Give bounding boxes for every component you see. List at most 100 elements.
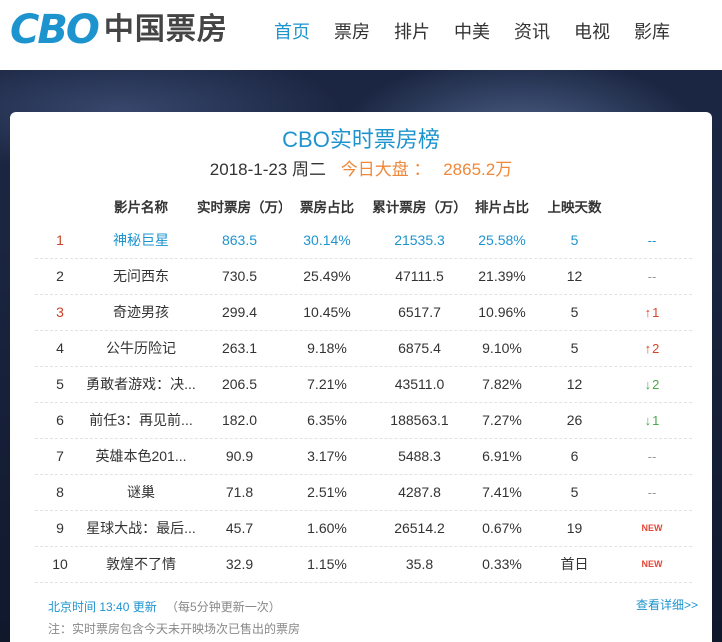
row-ratio: 2.51% bbox=[307, 484, 347, 500]
row-days: 12 bbox=[566, 268, 583, 284]
nav-box-office[interactable]: 票房 bbox=[334, 22, 370, 42]
row-name[interactable]: 星球大战：最后... bbox=[86, 520, 196, 536]
table-row[interactable]: 1 神秘巨星 863.5 30.14% 21535.3 25.58% 5 -- bbox=[35, 222, 692, 259]
row-ratio: 10.45% bbox=[303, 304, 351, 320]
row-realtime: 71.8 bbox=[225, 484, 254, 500]
row-screen: 0.67% bbox=[482, 520, 522, 536]
row-ratio: 7.21% bbox=[307, 376, 347, 392]
row-trend: -- bbox=[647, 268, 657, 284]
nav-schedule[interactable]: 排片 bbox=[394, 22, 430, 42]
nav-news[interactable]: 资讯 bbox=[514, 22, 550, 42]
row-name[interactable]: 奇迹男孩 bbox=[113, 304, 169, 320]
row-cumulative: 47111.5 bbox=[395, 268, 444, 284]
row-name[interactable]: 英雄本色201... bbox=[95, 448, 187, 464]
site-header: CBO 中国票房 首页 票房 排片 中美 资讯 电视 影库 bbox=[0, 0, 722, 70]
row-rank: 2 bbox=[56, 268, 64, 284]
trend-value: 2 bbox=[652, 376, 660, 392]
nav-home[interactable]: 首页 bbox=[274, 22, 310, 42]
row-trend: ↓1 bbox=[612, 413, 692, 428]
table-row[interactable]: 6 前任3：再见前... 182.0 6.35% 188563.1 7.27% 26 ↓1 bbox=[35, 402, 692, 439]
row-days: 5 bbox=[570, 232, 579, 248]
arrow-up-icon: ↑ bbox=[644, 304, 652, 320]
total-value: 2865.2万 bbox=[443, 160, 513, 179]
row-name[interactable]: 公牛历险记 bbox=[106, 340, 176, 356]
row-realtime: 90.9 bbox=[225, 448, 254, 464]
row-cumulative: 6517.7 bbox=[398, 304, 441, 320]
nav-tv[interactable]: 电视 bbox=[574, 22, 610, 42]
arrow-up-icon: ↑ bbox=[644, 340, 652, 356]
header-ratio: 票房占比 bbox=[300, 200, 354, 215]
row-screen: 7.41% bbox=[482, 484, 522, 500]
header-name: 影片名称 bbox=[114, 200, 168, 215]
row-trend: ↑1 bbox=[612, 305, 692, 320]
row-screen: 9.10% bbox=[482, 340, 522, 356]
main-nav: 首页 票房 排片 中美 资讯 电视 影库 bbox=[262, 20, 682, 44]
row-screen: 25.58% bbox=[478, 232, 526, 248]
row-rank: 1 bbox=[56, 232, 64, 248]
row-screen: 0.33% bbox=[482, 556, 522, 572]
row-screen: 7.27% bbox=[482, 412, 522, 428]
row-screen: 21.39% bbox=[478, 268, 526, 284]
table-row[interactable]: 2 无问西东 730.5 25.49% 47111.5 21.39% 12 -- bbox=[35, 258, 692, 295]
table-row[interactable]: 8 谜巢 71.8 2.51% 4287.8 7.41% 5 -- bbox=[35, 474, 692, 511]
row-rank: 9 bbox=[56, 520, 64, 536]
table-row[interactable]: 3 奇迹男孩 299.4 10.45% 6517.7 10.96% 5 ↑1 bbox=[35, 294, 692, 331]
table-header: 影片名称 实时票房（万） 票房占比 累计票房（万） 排片占比 上映天数 bbox=[35, 192, 692, 220]
table-row[interactable]: 10 敦煌不了情 32.9 1.15% 35.8 0.33% 首日 NEW bbox=[35, 546, 692, 583]
disclaimer: 注：实时票房包含今天未开映场次已售出的票房 bbox=[48, 622, 301, 636]
arrow-down-icon: ↓ bbox=[644, 412, 652, 428]
row-name[interactable]: 谜巢 bbox=[127, 484, 155, 500]
row-ratio: 1.15% bbox=[307, 556, 347, 572]
row-name[interactable]: 神秘巨星 bbox=[113, 232, 169, 248]
header-realtime: 实时票房（万） bbox=[197, 200, 282, 215]
row-cumulative: 5488.3 bbox=[398, 448, 441, 464]
site-logo[interactable]: CBO 中国票房 bbox=[10, 8, 228, 52]
row-name[interactable]: 前任3：再见前... bbox=[89, 412, 193, 428]
row-realtime: 182.0 bbox=[221, 412, 258, 428]
row-realtime: 45.7 bbox=[225, 520, 254, 536]
update-info: 北京时间 13:40 更新 （每5分钟更新一次） bbox=[48, 598, 281, 615]
nav-china-us[interactable]: 中美 bbox=[454, 22, 490, 42]
row-name[interactable]: 勇敢者游戏：决... bbox=[86, 376, 196, 392]
row-trend: -- bbox=[647, 448, 657, 464]
row-rank: 10 bbox=[52, 556, 68, 572]
trend-value: 1 bbox=[652, 412, 660, 428]
arrow-down-icon: ↓ bbox=[644, 376, 652, 392]
more-link[interactable]: 查看详细>> bbox=[635, 598, 698, 612]
row-trend: -- bbox=[647, 232, 657, 248]
row-ratio: 3.17% bbox=[307, 448, 347, 464]
row-ratio: 6.35% bbox=[307, 412, 347, 428]
table-row[interactable]: 4 公牛历险记 263.1 9.18% 6875.4 9.10% 5 ↑2 bbox=[35, 330, 692, 367]
row-realtime: 730.5 bbox=[221, 268, 258, 284]
logo-text: 中国票房 bbox=[103, 12, 228, 47]
row-trend: ↑2 bbox=[612, 341, 692, 356]
row-realtime: 263.1 bbox=[221, 340, 258, 356]
update-note: （每5分钟更新一次） bbox=[166, 600, 281, 614]
row-cumulative: 4287.8 bbox=[398, 484, 441, 500]
row-cumulative: 43511.0 bbox=[394, 376, 445, 392]
update-time: 北京时间 13:40 更新 bbox=[48, 600, 157, 614]
row-name[interactable]: 敦煌不了情 bbox=[106, 556, 176, 572]
row-rank: 6 bbox=[56, 412, 64, 428]
header-screen: 排片占比 bbox=[475, 200, 529, 215]
table-row[interactable]: 7 英雄本色201... 90.9 3.17% 5488.3 6.91% 6 -- bbox=[35, 438, 692, 475]
row-days: 首日 bbox=[560, 556, 589, 572]
row-name[interactable]: 无问西东 bbox=[113, 268, 169, 284]
row-days: 12 bbox=[566, 376, 583, 392]
row-trend: ↓2 bbox=[612, 377, 692, 392]
table-row[interactable]: 9 星球大战：最后... 45.7 1.60% 26514.2 0.67% 19 NEW bbox=[35, 510, 692, 547]
row-rank: 7 bbox=[56, 448, 64, 464]
nav-library[interactable]: 影库 bbox=[634, 22, 670, 42]
row-days: 5 bbox=[570, 340, 579, 356]
header-days: 上映天数 bbox=[547, 200, 602, 215]
row-days: 5 bbox=[570, 484, 579, 500]
row-screen: 10.96% bbox=[478, 304, 526, 320]
row-screen: 7.82% bbox=[482, 376, 522, 392]
row-trend: -- bbox=[647, 484, 657, 500]
table-row[interactable]: 5 勇敢者游戏：决... 206.5 7.21% 43511.0 7.82% 12 ↓2 bbox=[35, 366, 692, 403]
row-trend: NEW bbox=[641, 559, 663, 569]
row-ratio: 9.18% bbox=[307, 340, 347, 356]
row-cumulative: 21535.3 bbox=[394, 232, 445, 248]
total-label: 今日大盘 ： bbox=[340, 160, 431, 179]
panel-title: CBO实时票房榜 bbox=[282, 127, 440, 152]
